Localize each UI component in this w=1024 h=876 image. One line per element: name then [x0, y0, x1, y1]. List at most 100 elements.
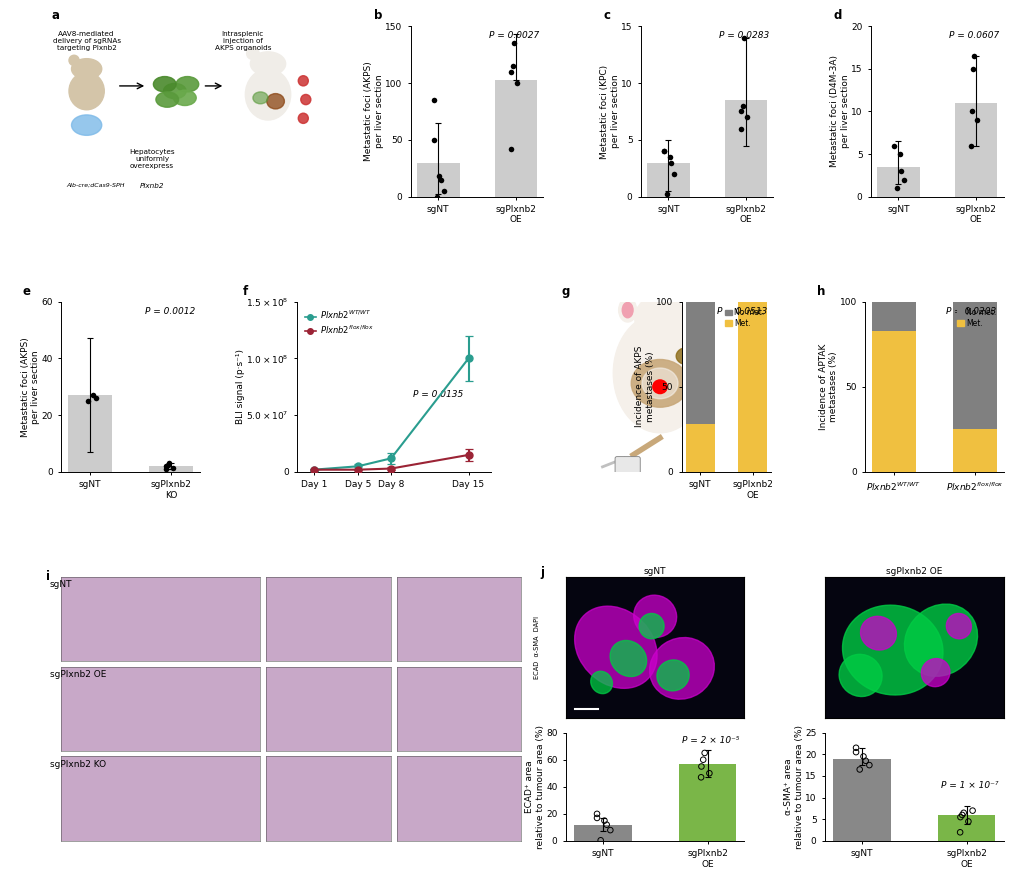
Point — [965, 803, 981, 817]
Ellipse shape — [649, 638, 715, 699]
Point — [663, 156, 679, 170]
Ellipse shape — [267, 94, 285, 109]
Y-axis label: α-SMA⁺ area
relative to tumour area (%): α-SMA⁺ area relative to tumour area (%) — [784, 724, 804, 849]
Bar — [495, 80, 538, 197]
Point — [503, 65, 519, 79]
Text: Hepatocytes
uniformly
overexpress: Hepatocytes uniformly overexpress — [129, 149, 175, 169]
Y-axis label: Metastatic foci (D4M-3A)
per liver section: Metastatic foci (D4M-3A) per liver secti… — [830, 55, 850, 167]
Circle shape — [635, 294, 685, 343]
Bar — [148, 466, 194, 472]
Text: P = 0.0012: P = 0.0012 — [145, 307, 196, 315]
Ellipse shape — [246, 69, 291, 120]
Text: g: g — [561, 285, 569, 298]
Point — [158, 459, 174, 473]
Point — [965, 62, 981, 76]
FancyBboxPatch shape — [615, 456, 640, 474]
Text: j: j — [541, 566, 545, 578]
Ellipse shape — [298, 113, 308, 124]
Bar — [738, 301, 767, 472]
Point — [88, 391, 104, 405]
Point — [857, 753, 873, 767]
Bar — [871, 301, 916, 330]
Text: sgPlxnb2 KO: sgPlxnb2 KO — [49, 759, 105, 768]
Point — [85, 388, 101, 402]
Ellipse shape — [610, 640, 646, 676]
Point — [658, 187, 675, 201]
Point — [655, 145, 672, 159]
Y-axis label: Incidence of APTAK
metastases (%): Incidence of APTAK metastases (%) — [819, 343, 839, 430]
Point — [891, 147, 907, 161]
Point — [961, 815, 977, 829]
Bar — [686, 301, 715, 424]
Point — [861, 758, 878, 772]
Point — [164, 461, 180, 475]
Y-axis label: Metastatic foci (AKPS)
per liver section: Metastatic foci (AKPS) per liver section — [20, 337, 40, 436]
Ellipse shape — [298, 75, 308, 86]
Text: d: d — [834, 10, 842, 22]
Point — [852, 762, 868, 776]
Text: ECAD  α-SMA  DAPI: ECAD α-SMA DAPI — [535, 616, 541, 679]
Bar — [833, 759, 891, 841]
Point — [695, 752, 712, 766]
Text: P = 1 × 10⁻⁷: P = 1 × 10⁻⁷ — [941, 781, 998, 790]
Legend: $\it{Plxnb2}^{WT/WT}$, $\it{Plxnb2}^{flox/flox}$: $\it{Plxnb2}^{WT/WT}$, $\it{Plxnb2}^{flo… — [301, 306, 377, 339]
Point — [503, 142, 519, 156]
Circle shape — [653, 380, 668, 393]
Y-axis label: ECAD⁺ area
relative to tumour area (%): ECAD⁺ area relative to tumour area (%) — [525, 724, 545, 849]
Ellipse shape — [946, 613, 972, 639]
Point — [662, 150, 678, 164]
Ellipse shape — [301, 95, 311, 104]
Text: Plxnb2: Plxnb2 — [140, 183, 165, 189]
Point — [966, 49, 982, 63]
Point — [509, 76, 525, 90]
Text: P = 0.0513: P = 0.0513 — [717, 307, 767, 315]
Point — [426, 133, 442, 147]
Point — [505, 59, 521, 73]
Text: AAV8-mediated
delivery of sgRNAs
targeting Plxnb2: AAV8-mediated delivery of sgRNAs targeti… — [52, 32, 121, 52]
Circle shape — [173, 90, 197, 105]
Text: b: b — [374, 10, 382, 22]
Point — [733, 122, 750, 136]
Text: sgPlxnb2 OE: sgPlxnb2 OE — [49, 670, 105, 679]
Bar — [877, 166, 920, 197]
Ellipse shape — [642, 368, 678, 399]
Point — [596, 814, 612, 828]
Ellipse shape — [687, 302, 697, 318]
Point — [158, 463, 174, 477]
Point — [433, 173, 450, 187]
Bar — [952, 301, 997, 429]
Ellipse shape — [618, 298, 637, 322]
Point — [848, 741, 864, 755]
Point — [435, 184, 452, 198]
Circle shape — [72, 115, 101, 136]
Ellipse shape — [657, 660, 689, 691]
Point — [970, 113, 986, 127]
Point — [964, 138, 980, 152]
Point — [952, 810, 969, 824]
Point — [886, 138, 902, 152]
Text: f: f — [243, 285, 248, 298]
Bar — [68, 395, 113, 472]
Ellipse shape — [623, 302, 633, 318]
Y-axis label: BLI signal (p·s⁻¹): BLI signal (p·s⁻¹) — [236, 350, 245, 424]
Point — [160, 458, 176, 472]
Title: sgPlxnb2 OE: sgPlxnb2 OE — [886, 567, 942, 576]
Ellipse shape — [247, 47, 259, 60]
Point — [426, 93, 442, 107]
Point — [954, 808, 971, 822]
Ellipse shape — [860, 617, 896, 650]
Point — [696, 746, 713, 760]
Text: P = 0.0607: P = 0.0607 — [949, 32, 999, 40]
Text: h: h — [817, 285, 825, 298]
Point — [896, 173, 912, 187]
Point — [161, 456, 177, 470]
Point — [733, 104, 750, 118]
Ellipse shape — [634, 595, 677, 638]
Y-axis label: Metastatic foci (KPC)
per liver section: Metastatic foci (KPC) per liver section — [600, 65, 620, 159]
Point — [848, 745, 864, 759]
Text: P = 0.0027: P = 0.0027 — [489, 32, 540, 40]
Bar — [686, 424, 715, 472]
Point — [506, 36, 522, 50]
Circle shape — [156, 92, 178, 107]
Ellipse shape — [69, 55, 79, 66]
